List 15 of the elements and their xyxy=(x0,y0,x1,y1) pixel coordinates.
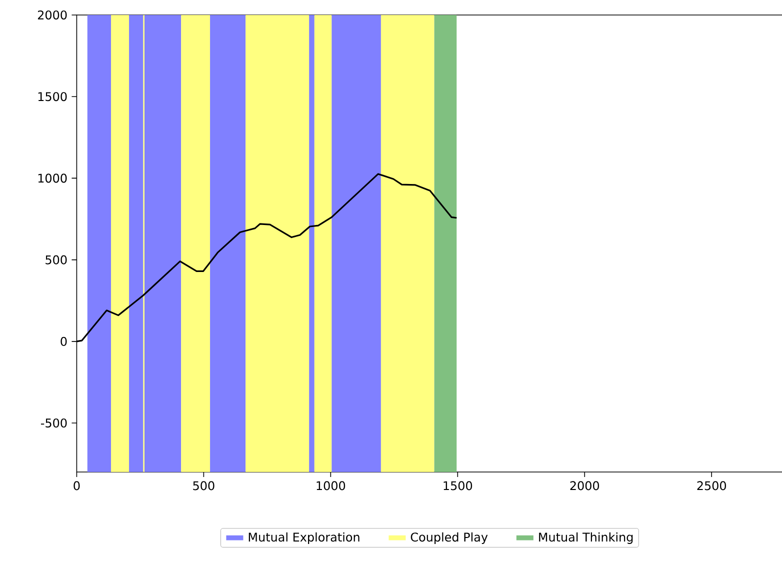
y-tick-label: 0 xyxy=(60,336,67,346)
x-tick-label: 2500 xyxy=(697,481,726,490)
x-tick-label: 1000 xyxy=(316,481,346,490)
y-tick-label: -500 xyxy=(40,418,67,428)
y-tick-label: 500 xyxy=(46,255,67,264)
legend-label: Coupled Play xyxy=(410,532,488,544)
legend-label: Mutual Exploration xyxy=(248,532,360,544)
x-tick-label: 0 xyxy=(74,481,80,490)
x-tick-label: 2000 xyxy=(570,481,600,490)
y-tick-label: 1000 xyxy=(38,174,67,183)
legend-label: Mutual Thinking xyxy=(539,532,633,544)
y-tick-label: 1500 xyxy=(38,92,67,102)
x-tick-label: 500 xyxy=(193,481,214,490)
y-tick-label: 2000 xyxy=(38,10,67,20)
x-tick-label: 1500 xyxy=(444,481,472,490)
